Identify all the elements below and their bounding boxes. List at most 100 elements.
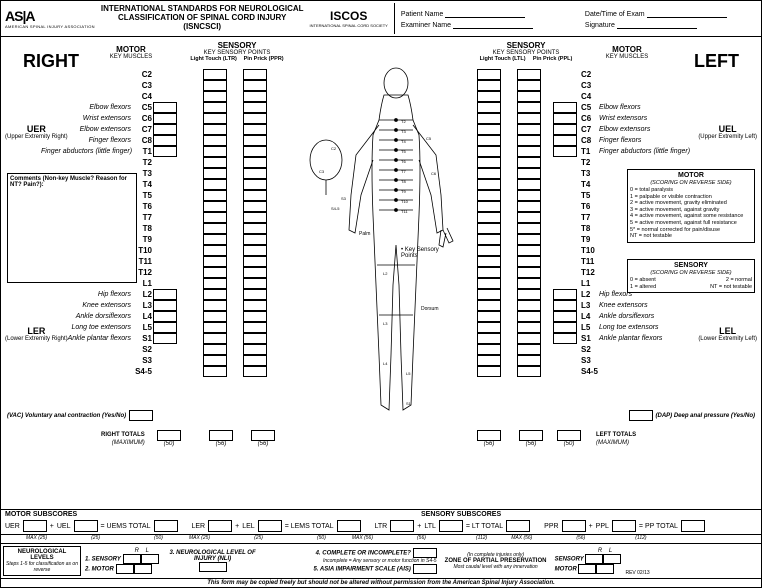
ler-cell[interactable] [208,520,232,532]
ais-cell[interactable] [413,564,437,574]
complete-cell[interactable] [413,548,437,558]
motor-r-L3[interactable] [153,300,177,311]
ltl-T5[interactable] [477,190,501,201]
ppl-total[interactable] [519,430,543,441]
s1l[interactable] [141,554,159,564]
ppl-C8[interactable] [517,135,541,146]
ltr-C4[interactable] [203,91,227,102]
ppr-S3[interactable] [243,355,267,366]
ltr-T12[interactable] [203,267,227,278]
ppr-L5[interactable] [243,322,267,333]
ppl-S1[interactable] [517,333,541,344]
m2r[interactable] [116,564,134,574]
zsr[interactable] [585,554,603,564]
ppl-C5[interactable] [517,102,541,113]
zml[interactable] [596,564,614,574]
ltr-S3[interactable] [203,355,227,366]
ltl-T4[interactable] [477,179,501,190]
motor-r-C8[interactable] [153,135,177,146]
motor-l-L5[interactable] [553,322,577,333]
motor-r-C5[interactable] [153,102,177,113]
ltr-T1[interactable] [203,146,227,157]
ppl-C2[interactable] [517,69,541,80]
ppl-L5[interactable] [517,322,541,333]
ppl-T7[interactable] [517,212,541,223]
ppl-T5[interactable] [517,190,541,201]
ltr-T6[interactable] [203,201,227,212]
motor-r-C7[interactable] [153,124,177,135]
ltr-L3[interactable] [203,300,227,311]
ltl-C5[interactable] [477,102,501,113]
ppr-T6[interactable] [243,201,267,212]
motor-r-L5[interactable] [153,322,177,333]
ltl-cell[interactable] [439,520,463,532]
ltl-T8[interactable] [477,223,501,234]
ppr-T5[interactable] [243,190,267,201]
ltr-cell[interactable] [390,520,414,532]
motor-l-L3[interactable] [553,300,577,311]
ltr-T10[interactable] [203,245,227,256]
ltr-T8[interactable] [203,223,227,234]
motor-r-T1[interactable] [153,146,177,157]
ppr-S4-5[interactable] [243,366,267,377]
ppl-T12[interactable] [517,267,541,278]
nli-cell[interactable] [199,562,227,572]
ltl-L4[interactable] [477,311,501,322]
ltl-T11[interactable] [477,256,501,267]
ltl-S2[interactable] [477,344,501,355]
ppr-L1[interactable] [243,278,267,289]
ltr-C5[interactable] [203,102,227,113]
vac-cell[interactable] [129,410,153,421]
lel-cell[interactable] [258,520,282,532]
ppl-cell[interactable] [612,520,636,532]
ppl-T10[interactable] [517,245,541,256]
ppr-C7[interactable] [243,124,267,135]
ppl-C6[interactable] [517,113,541,124]
ppr-L3[interactable] [243,300,267,311]
ltl-T12[interactable] [477,267,501,278]
ltr-C7[interactable] [203,124,227,135]
ltr-C8[interactable] [203,135,227,146]
uel-cell[interactable] [74,520,98,532]
ltr-T4[interactable] [203,179,227,190]
ltr-T9[interactable] [203,234,227,245]
ppl-S4-5[interactable] [517,366,541,377]
ltl-total[interactable] [477,430,501,441]
pp-cell[interactable] [681,520,705,532]
ltl-L3[interactable] [477,300,501,311]
ppr-total[interactable] [251,430,275,441]
lems-cell[interactable] [337,520,361,532]
ltr-T3[interactable] [203,168,227,179]
ppr-T9[interactable] [243,234,267,245]
ppr-C3[interactable] [243,80,267,91]
ltl-C7[interactable] [477,124,501,135]
ppl-T6[interactable] [517,201,541,212]
ppr-L4[interactable] [243,311,267,322]
motor-r-S1[interactable] [153,333,177,344]
ppr-T3[interactable] [243,168,267,179]
lt-cell[interactable] [506,520,530,532]
motor-l-C8[interactable] [553,135,577,146]
examiner-field[interactable]: Examiner Name [401,19,573,29]
ltr-L2[interactable] [203,289,227,300]
ltl-L1[interactable] [477,278,501,289]
ppr-T2[interactable] [243,157,267,168]
uems-cell[interactable] [154,520,178,532]
ltr-S2[interactable] [203,344,227,355]
ppr-T4[interactable] [243,179,267,190]
ltl-T7[interactable] [477,212,501,223]
ltr-total[interactable] [209,430,233,441]
ppr-C8[interactable] [243,135,267,146]
ppl-C4[interactable] [517,91,541,102]
ltr-T5[interactable] [203,190,227,201]
ppl-S2[interactable] [517,344,541,355]
dap-cell[interactable] [629,410,653,421]
ppr-L2[interactable] [243,289,267,300]
ltl-T2[interactable] [477,157,501,168]
ppl-C7[interactable] [517,124,541,135]
date-field[interactable]: Date/Time of Exam [585,8,757,18]
ppl-T11[interactable] [517,256,541,267]
motor-l-L4[interactable] [553,311,577,322]
s1r[interactable] [123,554,141,564]
motor-l-T1[interactable] [553,146,577,157]
